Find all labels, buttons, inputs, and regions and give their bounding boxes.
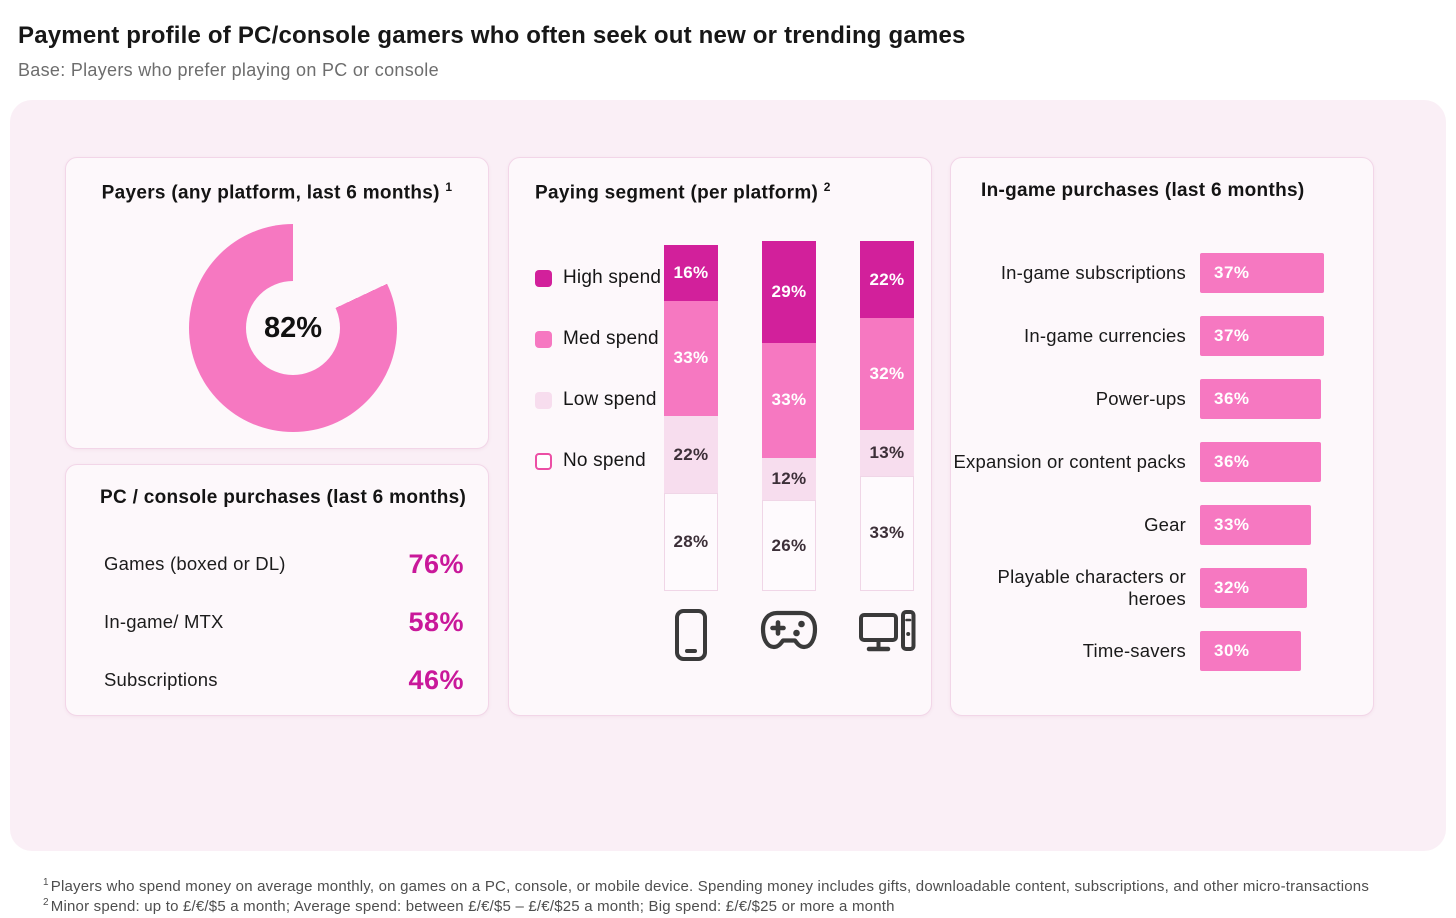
segment-no-spend-console: 26% [762, 500, 816, 591]
legend-swatch-no-spend [535, 452, 552, 470]
legend-label: Med spend [563, 328, 659, 349]
legend-swatch-med-spend [535, 330, 552, 348]
ingame-row: Power-ups 36% [951, 367, 1373, 430]
paying-segment-title-text: Paying segment (per platform) [535, 182, 819, 204]
footnotes: 1 Players who spend money on average mont… [43, 877, 1373, 918]
footnote-2-text: Minor spend: up to £/€/$5 a month; Avera… [50, 898, 895, 916]
payers-donut-chart: 82% [189, 224, 397, 432]
gamepad-icon [760, 608, 818, 654]
segment-low-spend-console: 12% [762, 458, 816, 500]
legend-label: High spend [563, 267, 662, 288]
ingame-row: Expansion or content packs 36% [951, 430, 1373, 493]
ingame-bar-value: 37% [1214, 325, 1250, 345]
paying-segment-title: Paying segment (per platform) 2 [535, 180, 831, 204]
segment-no-spend-mobile: 28% [664, 493, 718, 591]
ingame-bar-value: 33% [1214, 514, 1250, 534]
purchase-row: Subscriptions 46% [104, 661, 464, 699]
purchase-row: In-game/ MTX 58% [104, 603, 464, 641]
segment-high-spend-mobile: 16% [664, 244, 718, 301]
ingame-bar: 33% [1200, 504, 1311, 545]
purchase-value: 76% [408, 548, 464, 579]
ingame-row: Playable characters or heroes 32% [951, 556, 1373, 619]
ingame-bar: 36% [1200, 441, 1321, 482]
segment-no-spend-pc: 33% [860, 475, 914, 591]
segment-med-spend-console: 33% [762, 342, 816, 458]
spend-legend: High spend Med spend Low spend No spend [535, 267, 662, 512]
ingame-bar: 37% [1200, 252, 1324, 293]
pc-purchases-card: PC / console purchases (last 6 months) G… [65, 464, 489, 716]
ingame-label: Playable characters or heroes [997, 565, 1186, 609]
ingame-purchases-title: In-game purchases (last 6 months) [981, 180, 1305, 201]
purchase-label: In-game/ MTX [104, 611, 224, 632]
purchase-label: Games (boxed or DL) [104, 553, 286, 574]
ingame-label: Gear [1144, 513, 1186, 535]
ingame-label: In-game currencies [1024, 324, 1186, 346]
ingame-label: In-game subscriptions [1000, 261, 1186, 283]
footnote-1-text: Players who spend money on average month… [50, 878, 1370, 895]
infographic-container: Payers (any platform, last 6 months) 1 8… [10, 100, 1446, 915]
smartphone-icon [673, 608, 709, 662]
ingame-bar: 37% [1200, 315, 1324, 356]
ingame-row: Gear 33% [951, 493, 1373, 556]
purchase-value: 46% [408, 664, 464, 695]
ingame-bar-value: 36% [1214, 388, 1250, 408]
legend-swatch-high-spend [535, 269, 552, 287]
ingame-purchase-rows: In-game subscriptions 37% In-game curren… [951, 241, 1373, 682]
ingame-label: Time-savers [1082, 639, 1186, 661]
page-subtitle: Base: Players who prefer playing on PC o… [18, 60, 439, 80]
platform-column-pc: 22% 32% 13% 33% [858, 158, 916, 715]
platform-column-mobile: 16% 33% 22% 28% [664, 158, 718, 715]
legend-swatch-low-spend [535, 391, 552, 409]
footnote-1-sup: 1 [43, 877, 49, 888]
pc-purchases-title: PC / console purchases (last 6 months) [100, 487, 467, 508]
ingame-label: Power-ups [1095, 387, 1186, 409]
payers-card-title: Payers (any platform, last 6 months) 1 [66, 180, 488, 204]
purchase-label: Subscriptions [104, 669, 218, 690]
footnote-2: 2 Minor spend: up to £/€/$5 a month; Aver… [43, 897, 1373, 916]
pc-purchases-rows: Games (boxed or DL) 76% In-game/ MTX 58%… [104, 545, 464, 719]
purchase-row: Games (boxed or DL) 76% [104, 545, 464, 583]
ingame-purchases-card: In-game purchases (last 6 months) In-gam… [950, 157, 1374, 716]
page-title: Payment profile of PC/console gamers who… [18, 22, 966, 49]
donut-hole: 82% [246, 281, 340, 375]
stacked-bar-pc: 22% 32% 13% 33% [860, 241, 914, 591]
payers-card-title-text: Payers (any platform, last 6 months) [101, 182, 440, 204]
purchase-value: 58% [408, 606, 464, 637]
segment-med-spend-mobile: 33% [664, 300, 718, 416]
stacked-bar-mobile: 16% 33% 22% 28% [664, 244, 718, 591]
segment-high-spend-console: 29% [762, 241, 816, 343]
platform-column-console: 29% 33% 12% 26% [760, 158, 818, 715]
ingame-bar: 36% [1200, 378, 1321, 419]
legend-item-med-spend: Med spend [535, 328, 661, 349]
payers-card-superscript: 1 [445, 180, 453, 194]
paying-segment-card: Paying segment (per platform) 2 High spe… [508, 157, 932, 716]
legend-item-no-spend: No spend [535, 450, 661, 471]
stacked-bar-console: 29% 33% 12% 26% [762, 241, 816, 591]
paying-segment-superscript: 2 [823, 180, 831, 194]
donut-center-value: 82% [263, 311, 323, 344]
desktop-icon [858, 608, 916, 658]
legend-label: No spend [563, 450, 646, 471]
segment-low-spend-mobile: 22% [664, 416, 718, 493]
ingame-row: In-game subscriptions 37% [951, 241, 1373, 304]
ingame-bar-value: 36% [1214, 451, 1250, 471]
legend-item-high-spend: High spend [535, 267, 662, 288]
ingame-label: Expansion or content packs [953, 450, 1186, 472]
ingame-bar-value: 32% [1214, 577, 1250, 597]
payers-card: Payers (any platform, last 6 months) 1 8… [65, 157, 489, 449]
segment-med-spend-pc: 32% [860, 318, 914, 430]
ingame-bar: 32% [1200, 567, 1308, 608]
segment-low-spend-pc: 13% [860, 430, 914, 476]
ingame-bar: 30% [1200, 630, 1301, 671]
footnote-1: 1 Players who spend money on average mont… [43, 877, 1373, 896]
legend-label: Low spend [563, 389, 657, 410]
footnote-2-sup: 2 [43, 897, 49, 909]
ingame-row: Time-savers 30% [951, 619, 1373, 682]
ingame-row: In-game currencies 37% [951, 304, 1373, 367]
ingame-bar-value: 37% [1214, 262, 1250, 282]
legend-item-low-spend: Low spend [535, 389, 661, 410]
ingame-bar-value: 30% [1214, 640, 1250, 660]
segment-high-spend-pc: 22% [860, 241, 914, 318]
